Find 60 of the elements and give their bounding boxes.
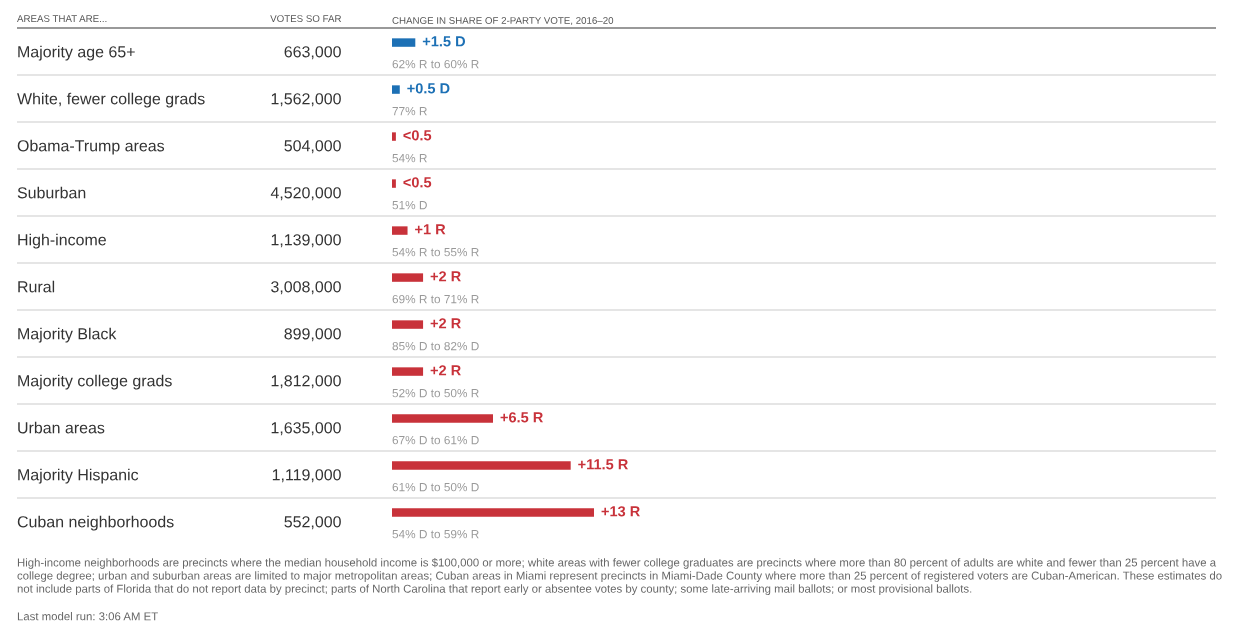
x-axis-title: CHANGE IN SHARE OF 2-PARTY VOTE, 2016–20 [392,17,614,26]
bar [392,226,408,235]
annotation: 54% R to 55% R [392,247,479,257]
annotation: 54% D to 59% R [392,529,479,539]
annotation: 85% D to 82% D [392,341,479,351]
y-tick-label: Rural [18,280,55,293]
text: 663,000 [284,46,341,60]
annotation: 52% D to 50% R [392,388,479,398]
data-label: <0.5 [403,130,432,141]
data-label: +2 R [430,318,461,329]
text: 1,139,000 [271,234,341,248]
y-tick-label: Cuban neighborhoods [17,515,174,531]
bar [392,179,396,188]
y-tick-label: Urban areas [18,421,105,434]
annotation: 61% D to 50% D [392,482,479,492]
y-tick-label: Majority college grads [18,374,172,390]
y-tick-label: High-income [18,233,106,249]
bar [392,414,493,423]
bar [392,508,594,517]
y-tick-label: Majority Hispanic [18,468,139,484]
text: High-income neighborhoods are precincts where the median household income is $100,000 or more; white areas with fewer college graduates are precincts where more than 80 percent of adults are white and fewer than 25 percent have a college degree; urban and suburban areas are limited to major metropolitan areas; Cuban areas in Miami represent precincts in Miami-Dade County where more than 25 percent of registered voters are Cuban-American. These estimates do not include parts of Florida that do not report data by precinct; parts of North Carolina that report early or absentee votes by county; some late-arriving mail ballots; or most provisional ballots. [17,558,1222,595]
text: 4,520,000 [270,187,341,201]
y-tick-label: Majority age 65+ [18,45,135,61]
text: 1,635,000 [271,422,341,436]
y-axis-title: AREAS THAT ARE... [17,15,107,23]
y-tick-label: Majority Black [18,327,117,343]
data-label: +13 R [601,506,640,517]
text: 504,000 [284,140,341,154]
bar [392,38,416,47]
data-label: +1 R [415,224,446,235]
y-tick-label: White, fewer college grads [17,92,205,108]
annotation: 54% R [392,153,427,163]
annotation: 77% R [392,106,427,116]
text: 1,562,000 [271,93,341,107]
annotation: 62% R to 60% R [392,59,479,69]
text: 552,000 [284,516,341,530]
bar [392,132,396,141]
text: 3,008,000 [271,281,341,295]
bar [392,273,424,282]
bar [392,320,424,329]
bar [392,461,571,470]
y-tick-label: Suburban [17,186,86,199]
bar [392,85,400,94]
data-label: <0.5 [403,177,432,188]
text: 1,119,000 [272,469,341,483]
text: VOTES SO FAR [270,15,342,23]
text: 1,812,000 [271,375,341,389]
data-label: +2 R [430,271,461,282]
data-label: +0.5 D [407,83,450,94]
data-label: +11.5 R [578,459,629,470]
text: Last model run: 3:06 AM ET [17,612,158,621]
bar [392,367,424,376]
annotation: 69% R to 71% R [392,294,479,304]
annotation: 67% D to 61% D [392,435,479,445]
data-label: +2 R [430,365,461,376]
data-label: +1.5 D [422,36,466,47]
data-label: +6.5 R [500,412,544,423]
annotation: 51% D [392,200,427,210]
y-tick-label: Obama-Trump areas [17,139,165,155]
text: 899,000 [284,328,341,342]
